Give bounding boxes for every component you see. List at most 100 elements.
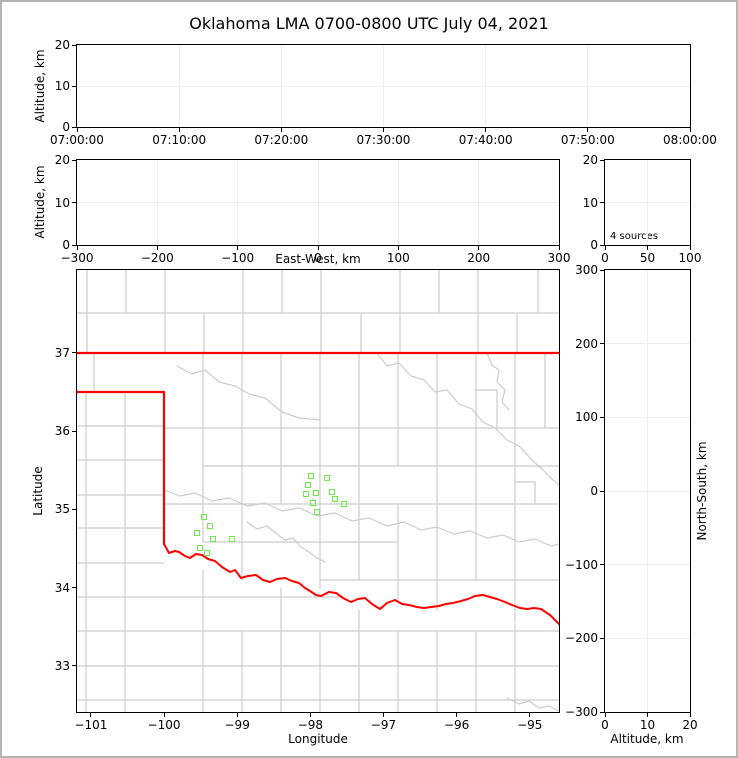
plan-view-map-panel: [76, 269, 560, 713]
y-tick-label: −200: [565, 631, 598, 646]
y-tick-label: 300: [575, 263, 598, 277]
x-tick-label: 50: [639, 251, 656, 265]
y-tick-mark: [72, 508, 76, 510]
lma-source-marker: [341, 501, 348, 508]
y-tick-label: 0: [62, 120, 70, 134]
x-tick-mark: [689, 128, 691, 132]
x-tick-mark: [558, 246, 560, 250]
y-tick-label: 35: [54, 502, 70, 517]
lma-source-marker: [323, 475, 330, 482]
map-ylabel: Latitude: [31, 466, 45, 516]
y-tick-mark: [600, 416, 604, 418]
x-tick-label: 07:40:00: [458, 133, 513, 147]
x-tick-label: 07:20:00: [254, 133, 309, 147]
y-tick-label: 200: [575, 336, 598, 351]
x-tick-label: −101: [74, 718, 108, 732]
x-tick-mark: [689, 713, 691, 717]
y-tick-label: 33: [54, 658, 70, 673]
x-tick-mark: [604, 246, 606, 250]
gridline-horizontal: [605, 490, 690, 492]
map-xlabel: Longitude: [288, 732, 348, 746]
lma-source-marker: [307, 473, 314, 480]
x-tick-mark: [90, 713, 92, 717]
y-tick-label: 100: [575, 410, 598, 425]
y-tick-label: 0: [590, 484, 598, 498]
altitude-vs-eastwest-panel: [76, 159, 560, 246]
y-tick-mark: [600, 490, 604, 492]
x-tick-mark: [156, 246, 158, 250]
gridline-horizontal: [77, 202, 559, 203]
x-tick-label: −96: [443, 718, 470, 732]
y-tick-mark: [72, 665, 76, 667]
lma-source-marker: [194, 530, 201, 537]
x-tick-label: −97: [370, 718, 397, 732]
y-tick-mark: [72, 159, 76, 161]
y-tick-label: 34: [54, 580, 70, 595]
ns-panel-xlabel: Altitude, km: [610, 732, 684, 746]
y-tick-mark: [72, 430, 76, 432]
y-tick-label: 10: [54, 79, 70, 93]
x-tick-mark: [647, 713, 648, 717]
x-tick-mark: [478, 246, 480, 250]
ew-panel-xlabel: East-West, km: [275, 252, 361, 266]
northsouth-vs-altitude-panel: [604, 269, 691, 713]
river-boundaries: [163, 352, 559, 712]
y-tick-mark: [600, 711, 604, 713]
lma-source-marker: [206, 523, 213, 530]
x-tick-label: −99: [224, 718, 250, 732]
red-river-border: [163, 543, 559, 625]
x-tick-label: −100: [221, 251, 255, 265]
gridline-horizontal: [605, 343, 690, 345]
oklahoma-state-border: [77, 351, 559, 625]
x-tick-mark: [309, 713, 311, 717]
x-tick-label: 0: [314, 251, 322, 265]
gridline-horizontal: [605, 202, 690, 203]
y-tick-label: 37: [54, 345, 70, 360]
y-tick-label: 20: [582, 153, 598, 167]
x-tick-label: 100: [678, 251, 702, 265]
x-tick-label: 07:00:00: [50, 133, 104, 147]
x-tick-mark: [397, 246, 399, 250]
source-count-annotation: 4 sources: [610, 231, 658, 242]
x-tick-label: 07:50:00: [560, 133, 615, 147]
lma-source-marker: [310, 500, 317, 507]
x-tick-mark: [237, 246, 239, 250]
x-tick-label: 07:30:00: [356, 133, 411, 147]
lma-source-marker: [303, 491, 310, 498]
altitude-vs-time-panel: [76, 44, 691, 128]
lma-source-marker: [304, 482, 311, 489]
gridline-horizontal: [605, 637, 690, 639]
y-tick-mark: [600, 159, 604, 161]
y-tick-label: −300: [565, 705, 598, 719]
x-tick-label: 300: [547, 251, 571, 265]
y-tick-mark: [72, 244, 76, 246]
x-tick-label: 10: [639, 718, 656, 732]
y-tick-label: 0: [590, 238, 598, 252]
gridline-horizontal: [605, 416, 690, 418]
y-tick-label: −100: [565, 557, 598, 572]
altitude-histogram-panel: 4 sources: [604, 159, 691, 246]
lma-source-marker: [201, 513, 208, 520]
lma-source-marker: [332, 495, 339, 502]
x-tick-mark: [456, 713, 458, 717]
lma-source-marker: [329, 489, 336, 496]
y-tick-mark: [600, 343, 604, 345]
y-tick-mark: [72, 587, 76, 589]
x-tick-label: 08:00:00: [663, 133, 717, 147]
x-tick-label: −300: [60, 251, 94, 265]
lma-source-marker: [203, 550, 210, 557]
y-tick-mark: [600, 564, 604, 566]
y-tick-mark: [600, 202, 604, 203]
y-tick-mark: [600, 244, 604, 246]
y-tick-mark: [72, 126, 76, 128]
lma-source-marker: [210, 536, 217, 543]
gridline-horizontal: [77, 85, 690, 87]
x-tick-mark: [317, 246, 319, 250]
county-boundaries: [77, 270, 559, 712]
y-tick-mark: [72, 202, 76, 203]
x-tick-label: −200: [140, 251, 174, 265]
x-tick-mark: [604, 713, 606, 717]
y-tick-mark: [600, 637, 604, 639]
x-tick-label: −95: [517, 718, 543, 732]
